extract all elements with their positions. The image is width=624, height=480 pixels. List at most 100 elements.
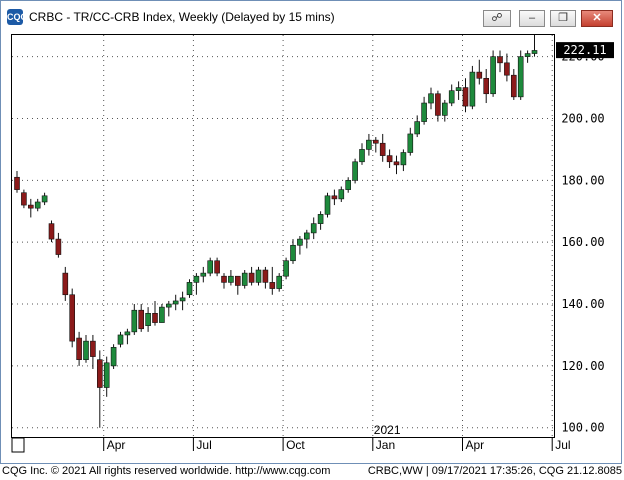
candle-body <box>366 139 372 150</box>
y-tick-label: 100.00 <box>561 421 604 435</box>
cqg-app-icon: CQG <box>7 9 28 25</box>
close-icon[interactable]: ✕ <box>581 10 613 27</box>
candle-body <box>400 152 407 166</box>
candle-body <box>69 294 75 342</box>
candle-body <box>490 56 496 95</box>
candle-body <box>235 275 241 286</box>
candle-body <box>517 56 524 98</box>
candle-body <box>269 282 276 289</box>
x-tick-label: Jul <box>196 438 211 452</box>
candle-body <box>221 275 227 283</box>
candle-body <box>386 155 393 163</box>
candle-body <box>455 87 462 91</box>
candle-body <box>276 275 283 289</box>
candle-body <box>62 272 69 296</box>
candle-body <box>21 192 27 206</box>
candle-body <box>283 260 289 277</box>
candle-body <box>497 56 503 64</box>
year-label: 2021 <box>374 423 401 437</box>
candle-body <box>414 121 421 135</box>
candle-body <box>297 238 303 246</box>
candle-body <box>110 347 117 367</box>
y-tick-label: 160.00 <box>561 235 604 249</box>
link-icon[interactable]: ☍ <box>483 10 511 27</box>
x-tick-label: Apr <box>107 438 126 452</box>
candle-body <box>159 306 165 323</box>
x-tick-label: Jan <box>376 438 395 452</box>
x-tick-label: Oct <box>286 438 305 452</box>
window-title: CRBC - TR/CC-CRB Index, Weekly (Delayed … <box>29 10 335 24</box>
candle-body <box>179 297 186 302</box>
y-tick-label: 120.00 <box>561 359 604 373</box>
candle-body <box>41 195 48 203</box>
candle-body <box>435 93 441 116</box>
chart-window: CQG CRBC - TR/CC-CRB Index, Weekly (Dela… <box>0 0 622 464</box>
minimize-icon[interactable]: – <box>519 10 545 27</box>
candle-body <box>331 195 338 200</box>
candle-body <box>14 176 20 190</box>
candle-body <box>207 260 213 274</box>
x-tick-label: Jul <box>555 438 570 452</box>
candle-body <box>166 303 172 308</box>
candle-body <box>248 272 255 283</box>
candle-body <box>372 139 379 144</box>
candle-body <box>345 180 352 190</box>
candle-body <box>255 269 262 283</box>
candle-body <box>338 189 345 200</box>
candle-body <box>317 214 324 224</box>
candle-body <box>97 359 103 388</box>
title-bar[interactable]: CQG CRBC - TR/CC-CRB Index, Weekly (Dela… <box>1 1 621 31</box>
candle-body <box>262 269 269 283</box>
candle-body <box>428 93 434 104</box>
y-tick-label: 200.00 <box>561 111 604 125</box>
candle-body <box>117 334 124 345</box>
scroll-handle[interactable] <box>11 437 25 453</box>
restore-icon[interactable]: ❐ <box>550 10 576 27</box>
last-price-box <box>556 42 614 59</box>
x-tick-label: Apr <box>466 438 485 452</box>
candle-body <box>34 201 41 209</box>
y-tick-label: 140.00 <box>561 297 604 311</box>
candle-body <box>76 337 82 360</box>
last-price-label: 222.11 <box>563 43 606 57</box>
candle-body <box>138 309 144 330</box>
candle-body <box>200 272 207 277</box>
y-tick-label: 180.00 <box>561 173 604 187</box>
candle-body <box>214 260 220 274</box>
candle-body <box>228 275 234 283</box>
candle-body <box>407 133 414 153</box>
candle-body <box>83 340 89 360</box>
candle-body <box>303 232 310 240</box>
candle-body <box>483 77 490 95</box>
candle-body <box>510 74 517 98</box>
candle-body <box>421 102 427 122</box>
candle-body <box>172 300 179 305</box>
candle-body <box>462 87 469 107</box>
candlestick-chart: 100.00120.00140.00160.00180.00200.00220.… <box>11 35 614 453</box>
candle-body <box>103 362 110 388</box>
candle-body <box>145 313 151 326</box>
candle-body <box>27 204 34 209</box>
candle-body <box>504 62 510 76</box>
candle-body <box>531 50 538 54</box>
candle-body <box>476 71 483 79</box>
candle-body <box>359 149 365 163</box>
candle-body <box>352 161 358 181</box>
candle-body <box>124 331 131 336</box>
candle-body <box>55 238 62 255</box>
candle-body <box>393 161 400 166</box>
candle-body <box>310 223 317 234</box>
candle-body <box>131 309 138 333</box>
candle-body <box>241 272 248 286</box>
candle-body <box>524 53 531 57</box>
candle-body <box>290 244 296 262</box>
candle-body <box>186 282 193 296</box>
candle-body <box>324 195 331 215</box>
candle-body <box>152 313 158 323</box>
candle-body <box>441 102 448 116</box>
candle-body <box>379 142 386 156</box>
footer-copyright: CQG Inc. © 2021 All rights reserved worl… <box>2 465 331 477</box>
candle-body <box>193 275 200 283</box>
candle-body <box>448 90 455 104</box>
footer-status: CRBC,WW | 09/17/2021 17:35:26, CQG 21.12… <box>367 465 622 477</box>
